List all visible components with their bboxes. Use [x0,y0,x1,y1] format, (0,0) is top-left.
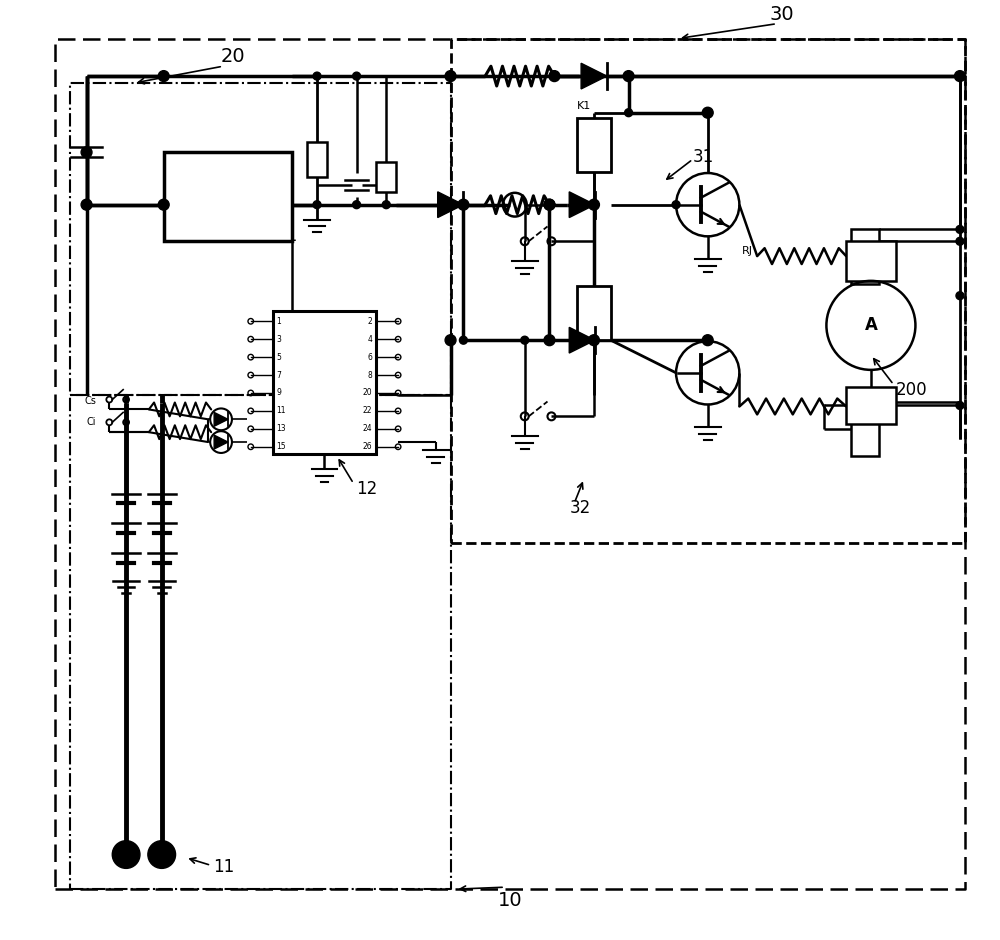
Text: 10: 10 [498,891,522,910]
Circle shape [81,199,92,211]
Circle shape [148,840,176,869]
Bar [851,401,879,456]
Polygon shape [214,413,228,426]
Bar [273,310,376,454]
Circle shape [353,201,361,209]
Circle shape [625,109,633,117]
Text: 22: 22 [363,406,372,415]
Text: Cs: Cs [85,396,96,405]
Circle shape [956,226,964,233]
Text: 24: 24 [363,424,372,433]
Circle shape [445,335,456,346]
Text: 21: 21 [277,227,298,245]
Circle shape [544,199,555,211]
Text: 26: 26 [363,443,372,451]
Polygon shape [214,435,228,449]
Circle shape [672,201,680,209]
Bar [376,163,396,192]
Text: Ci: Ci [87,417,96,428]
Circle shape [544,199,555,211]
Circle shape [459,337,467,344]
Circle shape [956,401,964,410]
Text: 9: 9 [276,388,281,398]
Circle shape [382,201,390,209]
Bar [577,286,611,340]
Polygon shape [581,63,607,89]
Circle shape [955,70,965,82]
Bar [577,118,611,172]
Text: RJ: RJ [742,246,753,257]
Bar [851,229,879,284]
Bar [846,386,896,424]
Circle shape [353,72,361,80]
Circle shape [458,199,469,211]
Bar [846,242,896,281]
Polygon shape [438,192,463,217]
Circle shape [956,237,964,245]
Text: 13: 13 [276,424,286,433]
Bar [164,152,292,242]
Circle shape [445,70,456,82]
Circle shape [81,147,92,158]
Text: A: A [864,317,877,335]
Circle shape [589,199,599,211]
Circle shape [590,201,598,209]
Circle shape [702,107,713,118]
Text: 11: 11 [213,858,234,876]
Text: 2: 2 [368,317,372,326]
Text: 15: 15 [276,443,286,451]
Text: 3: 3 [276,335,281,344]
Circle shape [313,72,321,80]
Polygon shape [569,327,595,353]
Circle shape [956,291,964,300]
Circle shape [112,840,140,869]
Text: K1: K1 [577,101,591,111]
Bar [307,142,327,177]
Circle shape [313,201,321,209]
Text: 6: 6 [368,352,372,362]
Text: 32: 32 [569,499,590,517]
Text: 1: 1 [276,317,281,326]
Circle shape [549,70,560,82]
Text: 5: 5 [276,352,281,362]
Circle shape [702,335,713,346]
Text: 31: 31 [693,149,714,166]
Text: 7: 7 [276,370,281,380]
Circle shape [589,335,599,346]
Circle shape [623,70,634,82]
Text: 30: 30 [770,5,794,24]
Text: 20: 20 [221,47,245,66]
Text: 11: 11 [276,406,286,415]
Polygon shape [569,192,595,217]
Circle shape [544,335,555,346]
Circle shape [158,70,169,82]
Text: 8: 8 [368,370,372,380]
Circle shape [158,199,169,211]
Text: 4: 4 [368,335,372,344]
Text: 200: 200 [896,381,927,399]
Text: 12: 12 [357,479,378,497]
Text: 20: 20 [363,388,372,398]
Circle shape [521,337,529,344]
